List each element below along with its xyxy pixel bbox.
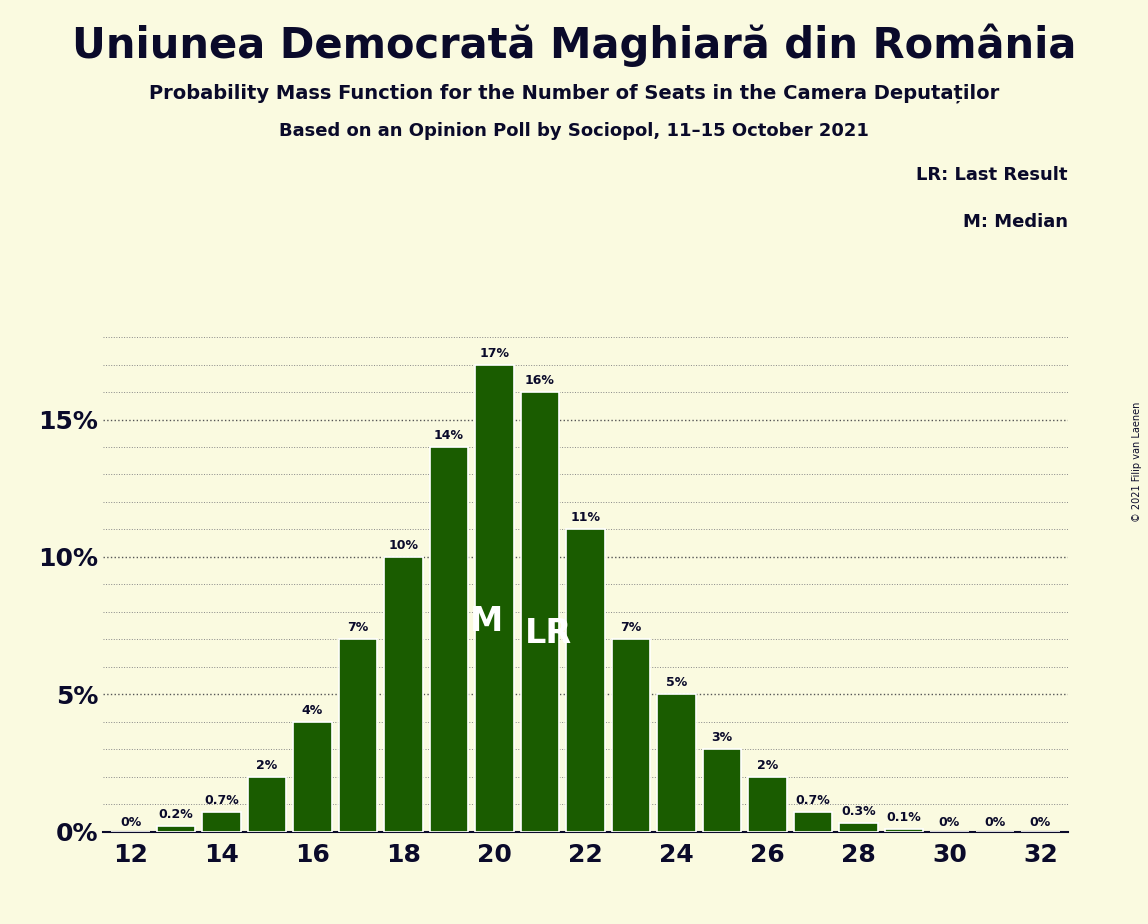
Bar: [793, 812, 832, 832]
Text: LR: LR: [525, 617, 572, 650]
Bar: [748, 777, 786, 832]
Bar: [703, 749, 742, 832]
Text: 4%: 4%: [302, 704, 324, 717]
Bar: [293, 722, 332, 832]
Text: 14%: 14%: [434, 429, 464, 442]
Text: 3%: 3%: [712, 731, 732, 744]
Text: 0.1%: 0.1%: [886, 811, 921, 824]
Bar: [657, 694, 696, 832]
Bar: [885, 829, 923, 832]
Bar: [839, 823, 878, 832]
Text: 5%: 5%: [666, 676, 688, 689]
Bar: [385, 557, 422, 832]
Text: 7%: 7%: [348, 621, 369, 635]
Text: 10%: 10%: [388, 539, 419, 552]
Bar: [566, 529, 605, 832]
Text: 0.3%: 0.3%: [841, 806, 876, 819]
Text: 0.7%: 0.7%: [796, 795, 830, 808]
Text: 0%: 0%: [984, 816, 1006, 829]
Text: 2%: 2%: [256, 759, 278, 772]
Text: 2%: 2%: [757, 759, 778, 772]
Bar: [429, 447, 468, 832]
Text: M: M: [470, 605, 503, 638]
Text: 0%: 0%: [939, 816, 960, 829]
Text: LR: Last Result: LR: Last Result: [916, 166, 1068, 184]
Text: M: Median: M: Median: [963, 213, 1068, 230]
Bar: [475, 365, 514, 832]
Text: Based on an Opinion Poll by Sociopol, 11–15 October 2021: Based on an Opinion Poll by Sociopol, 11…: [279, 122, 869, 140]
Text: 0.7%: 0.7%: [204, 795, 239, 808]
Bar: [339, 639, 378, 832]
Bar: [521, 392, 559, 832]
Text: 17%: 17%: [480, 346, 510, 359]
Text: Probability Mass Function for the Number of Seats in the Camera Deputaților: Probability Mass Function for the Number…: [149, 83, 999, 103]
Text: Uniunea Democrată Maghiară din România: Uniunea Democrată Maghiară din România: [72, 23, 1076, 67]
Text: 0%: 0%: [1030, 816, 1050, 829]
Bar: [248, 777, 286, 832]
Bar: [612, 639, 650, 832]
Bar: [157, 826, 195, 832]
Text: 7%: 7%: [620, 621, 642, 635]
Bar: [202, 812, 241, 832]
Text: 16%: 16%: [525, 374, 554, 387]
Text: © 2021 Filip van Laenen: © 2021 Filip van Laenen: [1132, 402, 1142, 522]
Text: 11%: 11%: [571, 512, 600, 525]
Text: 0%: 0%: [121, 816, 141, 829]
Text: 0.2%: 0.2%: [158, 808, 194, 821]
